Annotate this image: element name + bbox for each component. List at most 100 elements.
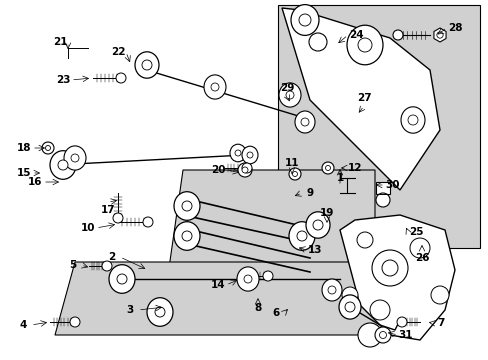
Circle shape: [235, 150, 241, 156]
Polygon shape: [55, 262, 384, 335]
Ellipse shape: [135, 52, 159, 78]
Circle shape: [357, 323, 381, 347]
Ellipse shape: [294, 111, 314, 133]
Text: 10: 10: [81, 223, 95, 233]
Text: 8: 8: [254, 303, 261, 313]
Ellipse shape: [147, 298, 173, 326]
Ellipse shape: [50, 151, 76, 179]
Text: 25: 25: [408, 227, 423, 237]
Text: 31: 31: [398, 330, 412, 340]
Circle shape: [288, 168, 301, 180]
Circle shape: [246, 152, 252, 158]
Ellipse shape: [64, 146, 86, 170]
Circle shape: [102, 261, 112, 271]
Circle shape: [113, 213, 123, 223]
Text: 27: 27: [356, 93, 370, 103]
Circle shape: [117, 274, 127, 284]
Circle shape: [182, 231, 192, 241]
Circle shape: [242, 163, 251, 173]
Polygon shape: [433, 28, 445, 42]
Circle shape: [356, 232, 372, 248]
Circle shape: [182, 201, 192, 211]
Text: 26: 26: [414, 253, 428, 263]
Text: 5: 5: [69, 260, 77, 270]
Ellipse shape: [242, 146, 258, 164]
Circle shape: [369, 300, 389, 320]
Bar: [375, 182, 389, 194]
Text: 9: 9: [306, 188, 313, 198]
Text: 17: 17: [101, 205, 115, 215]
Ellipse shape: [174, 222, 200, 250]
Ellipse shape: [290, 5, 318, 35]
Circle shape: [407, 115, 417, 125]
Circle shape: [244, 275, 251, 283]
Circle shape: [210, 83, 219, 91]
Ellipse shape: [109, 265, 135, 293]
Circle shape: [238, 163, 251, 177]
Ellipse shape: [346, 25, 382, 65]
Text: 4: 4: [19, 320, 27, 330]
Ellipse shape: [174, 192, 200, 220]
Circle shape: [292, 171, 297, 176]
Circle shape: [374, 327, 390, 343]
Circle shape: [396, 317, 406, 327]
Circle shape: [42, 142, 54, 154]
Text: 11: 11: [284, 158, 299, 168]
Circle shape: [312, 220, 323, 230]
Text: 23: 23: [56, 75, 70, 85]
Bar: [278, 5, 479, 248]
Text: 14: 14: [210, 280, 225, 290]
Text: 15: 15: [17, 168, 31, 178]
Ellipse shape: [321, 279, 341, 301]
Circle shape: [375, 193, 389, 207]
Text: 7: 7: [436, 318, 444, 328]
Circle shape: [345, 302, 354, 312]
Text: 12: 12: [347, 163, 362, 173]
Circle shape: [381, 260, 397, 276]
Ellipse shape: [305, 212, 329, 238]
Circle shape: [116, 73, 126, 83]
Text: 20: 20: [210, 165, 225, 175]
Text: 29: 29: [279, 83, 294, 93]
Circle shape: [325, 166, 330, 171]
Ellipse shape: [229, 144, 245, 162]
Text: 13: 13: [307, 245, 322, 255]
Circle shape: [58, 160, 68, 170]
Circle shape: [436, 32, 442, 38]
Text: 1: 1: [336, 173, 343, 183]
Ellipse shape: [279, 83, 301, 107]
Text: 21: 21: [53, 37, 67, 47]
Circle shape: [155, 307, 164, 317]
Circle shape: [45, 145, 50, 150]
Ellipse shape: [237, 267, 259, 291]
Ellipse shape: [203, 75, 225, 99]
Circle shape: [409, 238, 429, 258]
Circle shape: [242, 167, 247, 173]
Circle shape: [379, 332, 386, 338]
Text: 24: 24: [348, 30, 363, 40]
Text: 2: 2: [108, 252, 115, 262]
Circle shape: [321, 162, 333, 174]
Polygon shape: [282, 8, 439, 190]
Circle shape: [430, 286, 448, 304]
Polygon shape: [163, 170, 374, 310]
Circle shape: [341, 287, 357, 303]
Circle shape: [392, 30, 402, 40]
Circle shape: [301, 118, 308, 126]
Circle shape: [296, 231, 306, 241]
Circle shape: [327, 286, 335, 294]
Text: 18: 18: [17, 143, 31, 153]
Text: 22: 22: [110, 47, 125, 57]
Circle shape: [71, 154, 79, 162]
Circle shape: [371, 250, 407, 286]
Text: 3: 3: [126, 305, 133, 315]
Circle shape: [142, 60, 152, 70]
Circle shape: [263, 271, 272, 281]
Ellipse shape: [288, 222, 314, 250]
Polygon shape: [339, 215, 454, 340]
Text: 6: 6: [272, 308, 279, 318]
Circle shape: [357, 38, 371, 52]
Circle shape: [285, 91, 293, 99]
Circle shape: [298, 14, 310, 26]
Ellipse shape: [338, 295, 360, 319]
